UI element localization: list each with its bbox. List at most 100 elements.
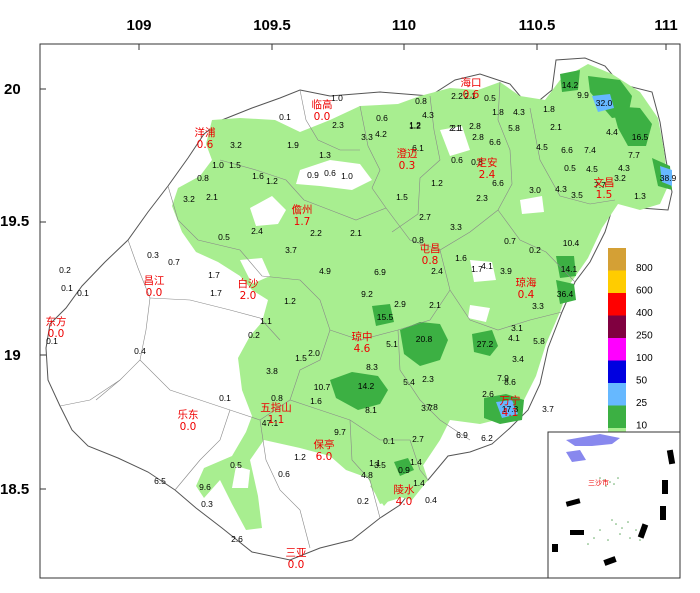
station-value: 3.5 [374,460,386,470]
station-value: 0.1 [77,288,89,298]
x-tick: 109 [126,17,151,34]
station-rain-value: 0.0 [48,328,65,340]
station-value: 0.7 [504,236,516,246]
station-name: 昌江 [144,275,165,287]
station-value: 1.8 [492,107,504,117]
station-value: 2.9 [394,299,406,309]
station-value: 0.6 [451,155,463,165]
station-value: 0.1 [383,436,395,446]
y-tick: 18.5 [0,481,29,498]
station-rain-value: 4.0 [396,496,413,508]
station-rain-value: 2.0 [240,290,257,302]
station-value: 4.2 [375,129,387,139]
y-axis-ticks: 20 19.5 19 18.5 [0,81,29,498]
station-value: 1.3 [634,191,646,201]
station-value: 0.8 [197,173,209,183]
station-value: 0.9 [398,465,410,475]
station-name: 陵水 [394,484,415,496]
station-value: 1.2 [266,176,278,186]
station-rain-value: 4.1 [502,407,519,419]
station-value: 8.3 [366,362,378,372]
y-tick: 20 [4,81,21,98]
station-value: 2.1 [550,122,562,132]
tick-marks [40,44,667,490]
station-value: 2.2 [451,91,463,101]
legend-swatch [608,293,626,316]
station-value: 1.2 [409,120,421,130]
station-value: 6.6 [489,137,501,147]
station-value: 1.3 [319,150,331,160]
station-value: 0.3 [147,250,159,260]
station-value: 0.2 [529,245,541,255]
legend-swatch [608,315,626,338]
station-value: 1.1 [369,458,381,468]
station-value: 14.1 [561,264,578,274]
station-value: 32.0 [596,98,613,108]
station-values: 2.2 2.1 0.50.814.29.932.01.00.12.30.6 4.3 1.… [46,80,676,544]
legend-level: 50 [636,376,648,387]
station-value: 4.3 [618,163,630,173]
station-value: 3.7 [421,403,433,413]
rain-25-50 [496,94,672,418]
station-name: 洋浦 [195,126,216,139]
station-value: 6.9 [374,267,386,277]
station-value: 1.5 [295,353,307,363]
station-value: 2.8 [469,121,481,131]
station-value: 0.1 [61,283,73,293]
station-value: 2.1 [451,123,463,133]
station-value: 4.3 [422,110,434,120]
station-value: 36.4 [557,289,574,299]
station-rain-value: 1.1 [268,414,285,426]
station-value: 9.7 [334,427,346,437]
station-value: 5.8 [508,123,520,133]
station-rain-value: 0.3 [399,160,416,172]
station-value: 2.8 [472,132,484,142]
station-value: 2.7 [412,434,424,444]
station-value: 3.3 [450,222,462,232]
station-value: 0.8 [412,235,424,245]
county-boundaries [59,81,616,549]
station-rain-value: 1.5 [596,189,613,201]
station-rain-value: 2.4 [479,169,496,181]
station-value: 2.2 [310,228,322,238]
station-value: 4.8 [361,470,373,480]
station-value: 1.4 [410,457,422,467]
station-value: 0.2 [248,330,260,340]
station-value: 27.2 [477,339,494,349]
station-value: 2.1 [429,300,441,310]
legend-level: 400 [636,308,653,319]
station-value: 3.7 [542,404,554,414]
station-name: 屯昌 [420,242,441,255]
station-name: 保亭 [314,438,335,451]
station-value: 8.1 [365,405,377,415]
legend-level: 250 [636,331,653,342]
station-value: 7.7 [594,180,606,190]
station-value: 1.4 [413,478,425,488]
station-value: 17.3 [502,404,519,414]
station-value: 5.8 [533,336,545,346]
station-value: 4.5 [536,142,548,152]
station-value: 6.2 [481,433,493,443]
station-value: 9.9 [577,90,589,100]
station-value: 2.7 [419,212,431,222]
station-name: 五指山 [260,401,292,414]
station-value: 47.1 [262,418,279,428]
station-value: 0.2 [357,496,369,506]
station-name: 琼中 [352,330,373,343]
station-value: 1.2 [284,296,296,306]
station-value: 0.2 [59,265,71,275]
station-value: 2.1 [206,192,218,202]
station-value: 7.4 [584,145,596,155]
station-value: 2.4 [431,266,443,276]
legend-swatch [608,270,626,293]
station-value: 38.9 [660,173,677,183]
station-value: 1.9 [287,140,299,150]
station-value: 0.1 [219,393,231,403]
station-value: 1.2 [431,178,443,188]
station-value: 0.9 [307,170,319,180]
station-value: 5.1 [386,339,398,349]
station-value: 1.0 [331,93,343,103]
station-value: 1.6 [252,171,264,181]
station-value: 10.7 [314,382,331,392]
station-value: 4.9 [319,266,331,276]
